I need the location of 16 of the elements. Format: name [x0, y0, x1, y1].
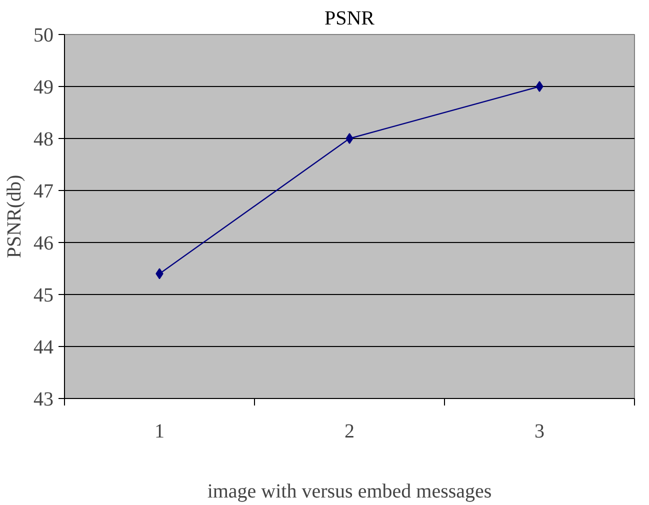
y-tick-label: 50 — [34, 24, 54, 46]
y-tick-label: 49 — [34, 76, 54, 98]
y-tick-label: 43 — [34, 388, 54, 410]
x-tick-label: 2 — [344, 420, 354, 442]
y-tick-label: 48 — [34, 128, 54, 150]
point — [536, 81, 544, 92]
x-axis-title: image with versus embed messages — [207, 480, 492, 502]
y-tick-label: 47 — [34, 180, 54, 202]
x-tick-label: 1 — [154, 420, 164, 442]
y-axis-title: PSNR(db) — [4, 174, 26, 258]
chart-title: PSNR — [324, 8, 376, 30]
point — [346, 133, 354, 144]
y-tick-label: 46 — [34, 232, 54, 254]
y-tick-label: 45 — [34, 284, 54, 306]
x-tick-label: 3 — [534, 420, 544, 442]
y-tick-label: 44 — [34, 336, 54, 358]
